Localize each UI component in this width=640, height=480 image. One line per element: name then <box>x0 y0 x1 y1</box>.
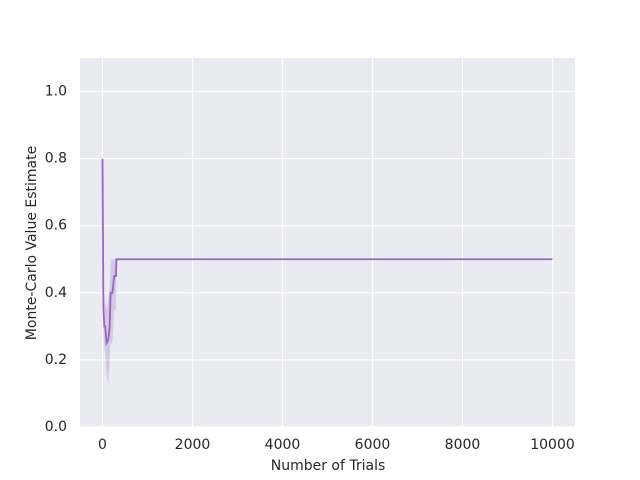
plot-area <box>80 58 575 427</box>
y-tick-label: 0.8 <box>45 151 67 167</box>
x-axis-label: Number of Trials <box>271 458 386 474</box>
x-tick-label: 10000 <box>530 437 575 453</box>
y-tick-label: 0.6 <box>45 218 67 234</box>
y-axis-label: Monte-Carlo Value Estimate <box>24 146 40 340</box>
x-tick-label: 2000 <box>175 437 211 453</box>
line <box>101 158 553 347</box>
x-tick-label: 0 <box>98 437 107 453</box>
y-tick-label: 0.0 <box>45 419 67 435</box>
x-tick-label: 4000 <box>265 437 301 453</box>
y-tick-label: 0.4 <box>45 285 67 301</box>
x-tick-label: 6000 <box>355 437 391 453</box>
y-tick-label: 1.0 <box>45 84 67 100</box>
x-tick-label: 8000 <box>445 437 481 453</box>
y-tick-label: 0.2 <box>45 352 67 368</box>
